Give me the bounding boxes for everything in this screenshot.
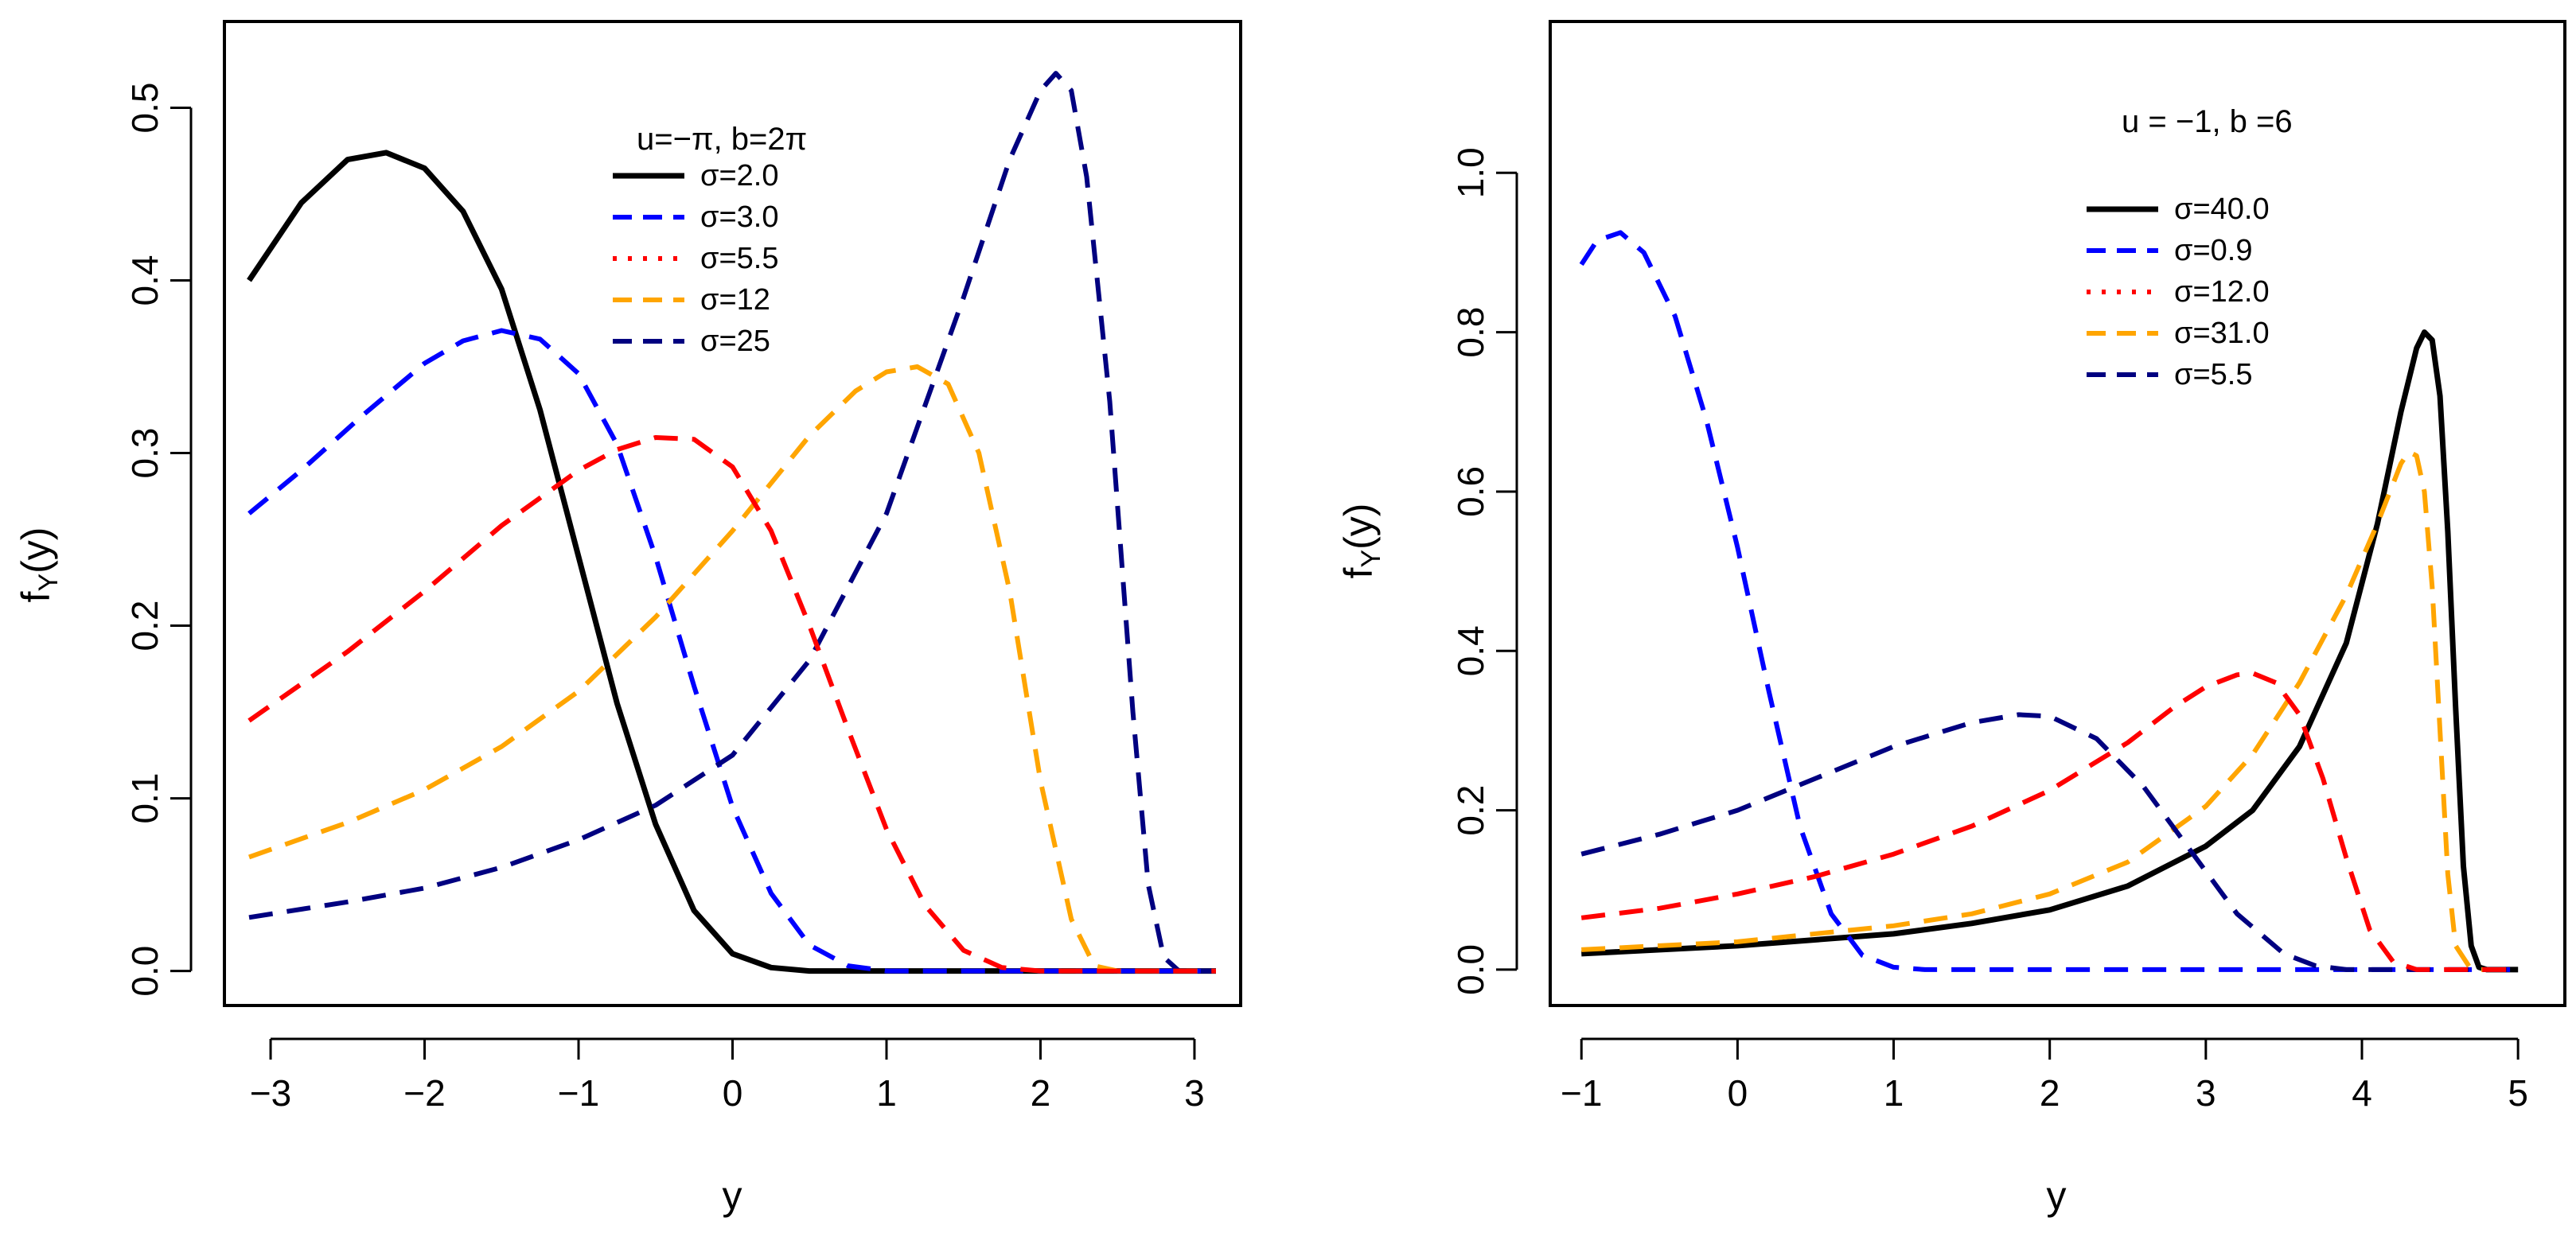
left-y-axis-label: fY(y) [14, 527, 64, 603]
left-curve-series-3 [248, 364, 1216, 974]
right-legend-label: σ=40.0 [2174, 193, 2270, 226]
right-legend-title: u = −1, b =6 [2122, 104, 2293, 139]
left-y-tick-label: 0.3 [124, 428, 166, 479]
left-y-tick-label: 0.1 [124, 773, 166, 824]
right-x-tick-label: −1 [1561, 1072, 1602, 1114]
right-y-tick-label: 0.2 [1450, 785, 1491, 836]
left-plot-frame [223, 20, 1242, 1007]
right-legend-label: σ=5.5 [2174, 358, 2252, 391]
right-legend-label: σ=31.0 [2174, 317, 2270, 350]
left-legend-title: u=−π, b=2π [637, 122, 807, 157]
right-curve-extra-dashed-red [1580, 671, 2519, 972]
left-y-tick-label: 0.2 [124, 601, 166, 652]
right-curve-series-4 [1580, 712, 2519, 972]
right-x-axis: −1 0 1 2 3 4 5 [1561, 1037, 2528, 1114]
right-x-tick-label: 0 [1728, 1072, 1748, 1114]
left-legend-label: σ=3.0 [700, 200, 778, 234]
left-y-tick-label: 0.5 [124, 83, 166, 134]
left-curve-series-4 [248, 71, 1216, 974]
right-legend: u = −1, b =6 σ=40.0 σ=0.9 σ=12.0 σ=31.0 σ=5.… [2087, 104, 2293, 391]
right-legend-label: σ=0.9 [2174, 234, 2252, 267]
left-legend-label: σ=2.0 [700, 159, 778, 193]
right-curve-series-1 [1579, 230, 2519, 972]
left-curve-extra-dashed-red [247, 435, 1216, 974]
left-x-tick-label: −3 [250, 1072, 291, 1114]
right-y-tick-label: 0.4 [1450, 625, 1491, 676]
right-x-tick-label: 1 [1884, 1072, 1904, 1114]
right-y-axis: 0.0 0.2 0.4 0.6 0.8 1.0 [1450, 147, 1518, 995]
right-x-tick-label: 2 [2040, 1072, 2060, 1114]
right-y-tick-label: 1.0 [1450, 147, 1491, 198]
right-y-tick-label: 0.8 [1450, 307, 1491, 358]
right-x-axis-label: y [2047, 1173, 2067, 1218]
left-curve-series-1 [247, 328, 1216, 974]
left-legend-label: σ=25 [700, 325, 770, 358]
left-x-tick-label: 1 [876, 1072, 897, 1114]
right-legend-label: σ=12.0 [2174, 275, 2270, 309]
right-plot-frame [1549, 20, 2566, 1007]
right-y-axis-label: fY(y) [1336, 504, 1386, 579]
left-curve-series-0 [247, 150, 1216, 974]
left-legend-label: σ=5.5 [700, 242, 778, 275]
left-x-axis: −3 −2 −1 0 1 2 3 [250, 1037, 1205, 1114]
right-panel: −1 0 1 2 3 4 5 0.0 0.2 0.4 0.6 0.8 1.0 y fY(y) u = … [1336, 20, 2566, 1218]
left-curves [247, 71, 1216, 974]
right-x-tick-label: 3 [2196, 1072, 2216, 1114]
left-y-axis: 0.0 0.1 0.2 0.3 0.4 0.5 [124, 83, 193, 997]
left-x-tick-label: 3 [1184, 1072, 1205, 1114]
right-y-tick-label: 0.0 [1450, 944, 1491, 995]
right-curve-series-0 [1581, 329, 2519, 973]
left-panel: −3 −2 −1 0 1 2 3 0.0 0.1 0.2 0.3 0.4 0.5 y fY(y) u=… [14, 20, 1242, 1218]
left-legend-label: σ=12 [700, 283, 770, 317]
left-legend: u=−π, b=2π σ=2.0 σ=3.0 σ=5.5 σ=12 σ=25 [613, 122, 807, 358]
right-curves [1579, 230, 2519, 973]
left-x-tick-label: 0 [723, 1072, 743, 1114]
right-x-tick-label: 4 [2352, 1072, 2372, 1114]
right-y-tick-label: 0.6 [1450, 466, 1491, 517]
left-y-tick-label: 0.0 [124, 946, 166, 997]
left-x-axis-label: y [723, 1173, 742, 1218]
left-y-tick-label: 0.4 [124, 255, 166, 306]
left-x-tick-label: −1 [558, 1072, 599, 1114]
left-x-tick-label: 2 [1031, 1072, 1051, 1114]
right-x-tick-label: 5 [2508, 1072, 2528, 1114]
left-x-tick-label: −2 [403, 1072, 445, 1114]
